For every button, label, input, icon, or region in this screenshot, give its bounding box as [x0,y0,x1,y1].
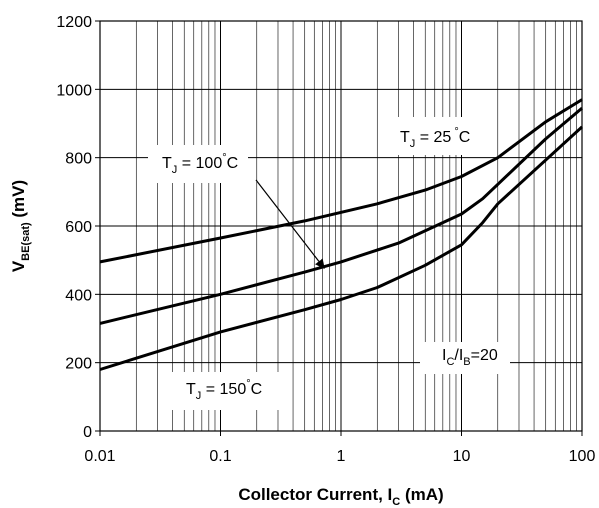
y-tick-label: 0 [83,424,92,441]
series-line-2 [99,125,584,371]
y-tick-label: 400 [65,287,92,304]
y-axis-title: VBE(sat) (mV) [9,180,32,272]
y-tick-label: 1000 [56,82,92,99]
series-line-1 [99,106,583,325]
annotation-100c: TJ = 100°C [162,152,238,176]
x-tick-label: 100 [569,448,596,465]
series-group [99,98,584,371]
y-tick-label: 600 [65,219,92,236]
x-tick-label: 0.1 [209,448,231,465]
y-tick-label: 800 [65,151,92,168]
annotation-25c: TJ = 25 °C [400,126,470,150]
annotation-150c: TJ = 150°C [186,378,262,402]
x-axis-title: Collector Current, IC (mA) [238,485,443,508]
x-axis: 0.01 0.1 1 10 100 [84,431,595,465]
y-tick-label: 200 [65,356,92,373]
y-tick-label: 1200 [56,14,92,31]
x-tick-label: 0.01 [84,448,115,465]
annotation-150c-box [172,372,292,410]
y-axis: 0 200 400 600 800 1000 1200 [56,14,100,441]
x-tick-label: 10 [453,448,471,465]
annotation-ratio-box [420,342,510,374]
annotation-arrow [255,179,325,269]
series-line-0 [99,98,583,264]
x-tick-label: 1 [337,448,346,465]
annotation-ic-ib: IC/IB=20 [442,347,498,368]
annotation-100c-box [148,145,248,183]
annotation-25c-box [390,117,470,155]
